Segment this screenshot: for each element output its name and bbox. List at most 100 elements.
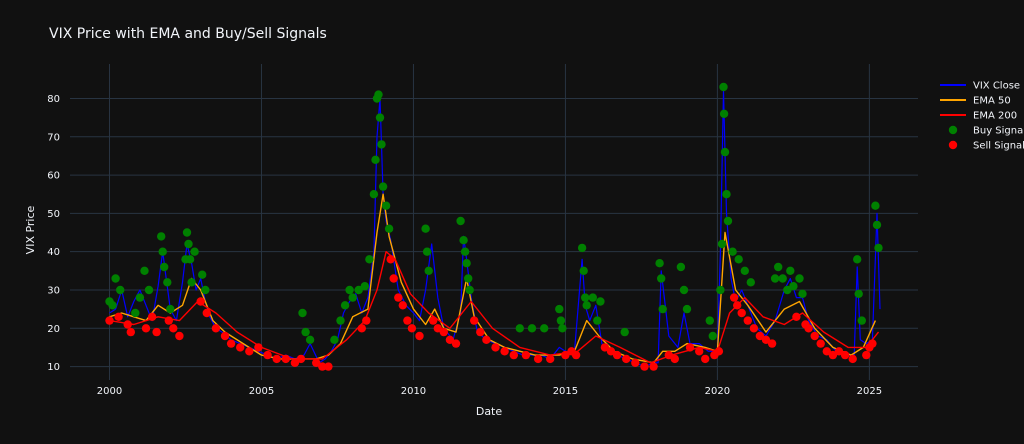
sell-signal-marker[interactable] xyxy=(509,350,518,360)
buy-signal-marker[interactable] xyxy=(716,285,725,295)
legend-item-vix-close[interactable]: VIX Close xyxy=(940,81,1020,92)
sell-signal-marker[interactable] xyxy=(804,324,813,333)
buy-signal-marker[interactable] xyxy=(579,266,588,275)
buy-signal-marker[interactable] xyxy=(135,293,145,302)
buy-signal-marker[interactable] xyxy=(348,293,357,302)
buy-signal-marker[interactable] xyxy=(719,82,728,92)
legend-item-ema-50[interactable]: EMA 50 xyxy=(940,96,1011,107)
buy-signal-marker[interactable] xyxy=(459,236,468,245)
buy-signal-marker[interactable] xyxy=(377,140,386,149)
buy-signal-marker[interactable] xyxy=(424,266,433,275)
sell-signal-marker[interactable] xyxy=(755,331,765,341)
buy-signal-marker[interactable] xyxy=(872,220,882,230)
sell-signal-marker[interactable] xyxy=(407,324,417,333)
sell-signal-marker[interactable] xyxy=(822,347,831,356)
buy-signal-marker[interactable] xyxy=(460,247,470,256)
sell-signal-marker[interactable] xyxy=(767,339,777,348)
buy-signal-marker[interactable] xyxy=(378,182,388,191)
legend-item-sell-signal[interactable]: Sell Signal xyxy=(948,141,1024,152)
sell-signal-marker[interactable] xyxy=(868,339,877,348)
buy-signal-marker[interactable] xyxy=(783,285,792,295)
sell-signal-marker[interactable] xyxy=(389,274,398,283)
sell-signal-marker[interactable] xyxy=(123,320,132,329)
sell-signal-marker[interactable] xyxy=(670,354,679,364)
sell-signal-marker[interactable] xyxy=(164,316,173,325)
sell-signal-marker[interactable] xyxy=(394,293,403,302)
sell-signal-marker[interactable] xyxy=(357,324,366,333)
buy-signal-marker[interactable] xyxy=(658,304,667,314)
sell-signal-marker[interactable] xyxy=(640,362,649,371)
sell-signal-marker[interactable] xyxy=(126,327,135,337)
sell-signal-marker[interactable] xyxy=(840,350,850,360)
buy-signal-marker[interactable] xyxy=(190,247,199,256)
buy-signal-marker[interactable] xyxy=(722,190,731,199)
sell-signal-marker[interactable] xyxy=(272,354,281,364)
buy-signal-marker[interactable] xyxy=(515,324,524,333)
buy-signal-marker[interactable] xyxy=(187,278,196,287)
sell-signal-marker[interactable] xyxy=(828,350,838,360)
buy-signal-marker[interactable] xyxy=(679,285,689,295)
sell-signal-marker[interactable] xyxy=(749,324,759,333)
sell-signal-marker[interactable] xyxy=(612,350,622,360)
sell-signal-marker[interactable] xyxy=(226,339,236,348)
buy-signal-marker[interactable] xyxy=(384,224,394,233)
buy-signal-marker[interactable] xyxy=(682,304,692,314)
sell-signal-marker[interactable] xyxy=(281,354,290,364)
sell-signal-marker[interactable] xyxy=(606,347,616,356)
buy-signal-marker[interactable] xyxy=(728,247,737,256)
buy-signal-marker[interactable] xyxy=(336,316,345,325)
sell-signal-marker[interactable] xyxy=(500,347,509,356)
buy-signal-marker[interactable] xyxy=(593,316,602,325)
buy-signal-marker[interactable] xyxy=(582,301,591,310)
sell-signal-marker[interactable] xyxy=(533,354,543,364)
buy-signal-marker[interactable] xyxy=(558,324,567,333)
buy-signal-marker[interactable] xyxy=(719,109,729,119)
buy-signal-marker[interactable] xyxy=(789,282,798,291)
buy-signal-marker[interactable] xyxy=(330,335,339,344)
buy-signal-marker[interactable] xyxy=(144,285,154,295)
sell-signal-marker[interactable] xyxy=(169,324,178,333)
buy-signal-marker[interactable] xyxy=(708,331,717,341)
buy-signal-marker[interactable] xyxy=(421,224,430,233)
buy-signal-marker[interactable] xyxy=(185,255,195,264)
buy-signal-marker[interactable] xyxy=(465,285,474,295)
sell-signal-marker[interactable] xyxy=(491,343,500,352)
sell-signal-marker[interactable] xyxy=(433,324,442,333)
sell-signal-marker[interactable] xyxy=(202,308,211,318)
buy-signal-marker[interactable] xyxy=(857,316,866,325)
sell-signal-marker[interactable] xyxy=(695,347,704,356)
sell-signal-marker[interactable] xyxy=(254,343,263,352)
buy-signal-marker[interactable] xyxy=(854,289,863,298)
sell-signal-marker[interactable] xyxy=(470,316,479,325)
sell-signal-marker[interactable] xyxy=(290,358,300,367)
buy-signal-marker[interactable] xyxy=(375,113,385,122)
buy-signal-marker[interactable] xyxy=(365,255,374,264)
sell-signal-marker[interactable] xyxy=(701,354,710,364)
plot-area[interactable] xyxy=(105,82,883,371)
sell-signal-marker[interactable] xyxy=(685,343,695,352)
buy-signal-marker[interactable] xyxy=(740,266,749,275)
sell-signal-marker[interactable] xyxy=(211,324,221,333)
sell-signal-marker[interactable] xyxy=(196,297,205,306)
buy-signal-marker[interactable] xyxy=(540,324,549,333)
sell-signal-marker[interactable] xyxy=(561,350,570,360)
buy-signal-marker[interactable] xyxy=(340,301,350,310)
buy-signal-marker[interactable] xyxy=(464,274,473,283)
buy-signal-marker[interactable] xyxy=(381,201,391,210)
buy-signal-marker[interactable] xyxy=(298,308,307,318)
sell-signal-marker[interactable] xyxy=(743,316,752,325)
sell-signal-marker[interactable] xyxy=(482,335,491,344)
sell-signal-marker[interactable] xyxy=(147,312,157,321)
buy-signal-marker[interactable] xyxy=(723,216,733,226)
sell-signal-marker[interactable] xyxy=(733,301,742,310)
buy-signal-marker[interactable] xyxy=(163,278,172,287)
sell-signal-marker[interactable] xyxy=(571,350,581,360)
sell-signal-marker[interactable] xyxy=(476,327,485,337)
sell-signal-marker[interactable] xyxy=(175,331,184,341)
sell-signal-marker[interactable] xyxy=(600,343,610,352)
buy-signal-marker[interactable] xyxy=(746,278,755,287)
buy-signal-marker[interactable] xyxy=(360,282,369,291)
sell-signal-marker[interactable] xyxy=(362,316,371,325)
buy-signal-marker[interactable] xyxy=(157,232,166,241)
buy-signal-marker[interactable] xyxy=(853,255,862,264)
